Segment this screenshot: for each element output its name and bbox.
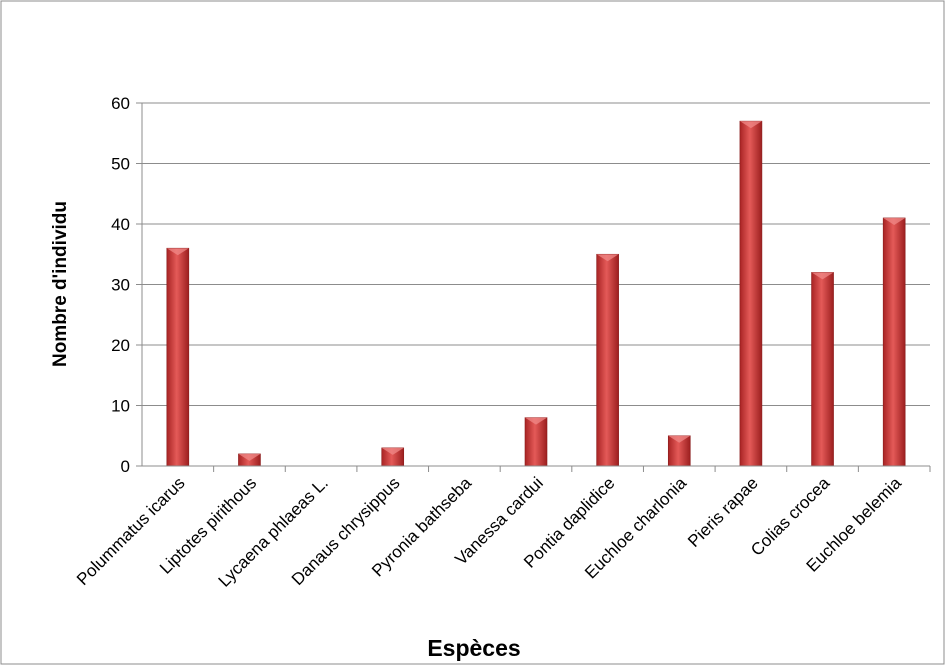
bar <box>381 447 405 467</box>
y-tick-label: 50 <box>111 155 130 174</box>
bar <box>238 453 261 467</box>
bar-cap <box>739 121 762 129</box>
bar <box>524 417 548 467</box>
y-tick-label: 0 <box>121 457 130 476</box>
bar <box>739 120 763 467</box>
bar-body <box>739 120 763 467</box>
bar-cap <box>525 417 547 425</box>
bar-cap <box>811 272 834 280</box>
y-axis-title: Nombre d'individu <box>50 201 71 367</box>
bars <box>166 120 906 467</box>
gridlines <box>142 102 930 406</box>
y-tick-label: 10 <box>111 397 130 416</box>
bar-body <box>166 247 190 467</box>
bar-body <box>524 417 548 467</box>
bar <box>811 272 834 467</box>
bar-body <box>811 272 834 467</box>
bar-body <box>596 253 619 467</box>
y-axis-ticks: 0 10 20 30 40 50 60 <box>111 94 142 476</box>
bar <box>166 247 190 467</box>
y-tick-label: 20 <box>111 336 130 355</box>
bar-cap <box>238 453 261 461</box>
bar <box>596 253 619 467</box>
bar-cap <box>596 254 619 262</box>
bar-cap <box>166 248 189 256</box>
x-axis-title: Espèces <box>427 635 520 661</box>
y-tick-label: 40 <box>111 215 130 234</box>
y-tick-label: 30 <box>111 276 130 295</box>
y-tick-label: 60 <box>111 94 130 113</box>
bar-body <box>882 217 906 467</box>
bar-cap <box>883 217 906 225</box>
bar <box>667 435 691 467</box>
bar-cap <box>381 447 404 455</box>
bar <box>882 217 906 467</box>
bar-cap <box>668 435 691 443</box>
